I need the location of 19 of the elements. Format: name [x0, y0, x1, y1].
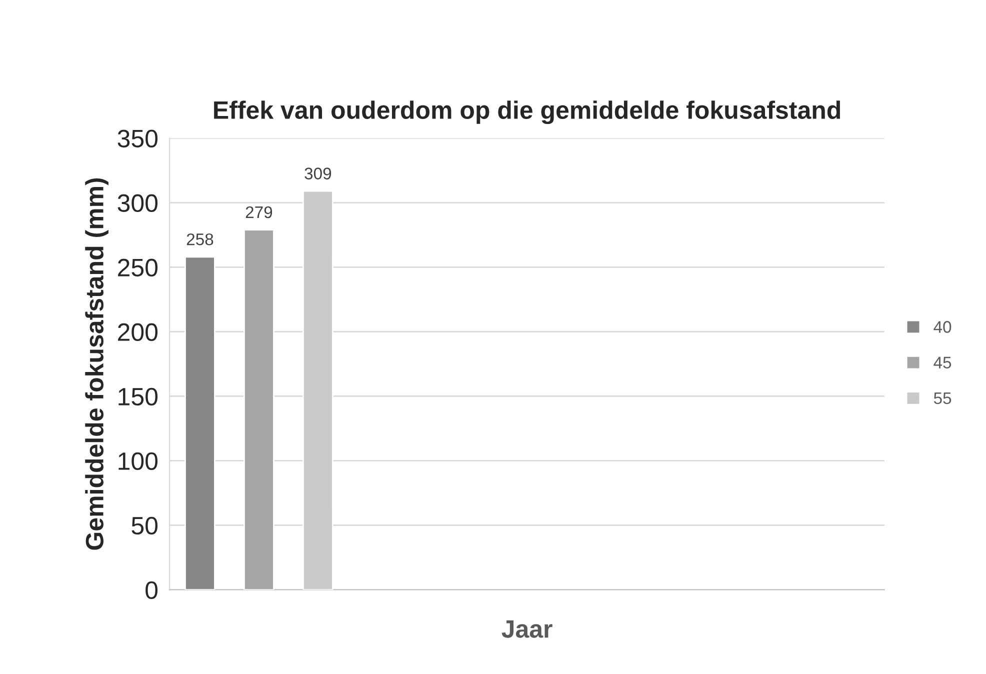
data-label: 309	[304, 168, 332, 180]
y-tick-label: 200	[118, 323, 158, 342]
legend-label: 55	[934, 392, 952, 404]
y-tick-label: 350	[118, 130, 158, 148]
y-axis-title: Gemiddelde fokusafstand (mm)	[85, 178, 108, 550]
bar	[184, 256, 216, 590]
x-axis-title: Jaar	[502, 620, 552, 638]
chart-title: Effek van ouderdom op die gemiddelde fokusafstand	[214, 100, 840, 124]
data-label: 279	[246, 206, 272, 218]
data-label: 258	[186, 233, 214, 246]
y-tick-label: 0	[146, 581, 158, 600]
y-tick-label: 50	[132, 516, 158, 535]
y-tick-label: 300	[118, 194, 158, 212]
y-tick-label: 250	[118, 258, 158, 276]
y-tick-label: 100	[118, 452, 158, 470]
y-tick-label: 150	[118, 388, 158, 406]
legend-label: 45	[934, 356, 952, 368]
bar	[244, 229, 274, 590]
legend-label: 40	[934, 321, 952, 333]
